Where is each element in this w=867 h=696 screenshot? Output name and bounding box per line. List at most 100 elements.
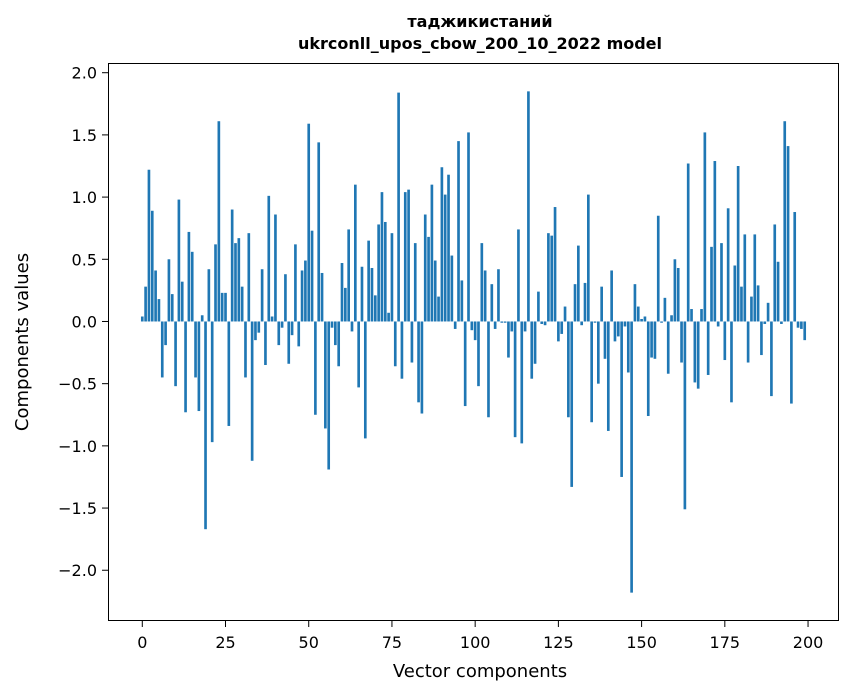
bar [780,321,783,324]
bar [563,306,567,322]
y-tick-label: −1.0 [58,437,97,456]
bar [480,243,484,322]
bar [200,315,204,322]
bar [220,292,224,322]
y-tick-label: 0.0 [72,312,97,331]
bar [190,251,194,322]
bar [184,321,187,413]
bar [630,321,633,593]
x-tick-label: 0 [137,633,147,652]
plot-frame [108,63,839,621]
bar [350,321,354,332]
bar [347,229,350,322]
bar [763,321,767,324]
y-tick-label: 0.5 [72,250,97,269]
x-tick-label: 50 [299,633,319,652]
bar [726,208,730,322]
bar [666,321,670,374]
bar [683,321,687,510]
bar [580,321,584,326]
bar [433,260,437,322]
bar [530,321,534,379]
bar [423,214,427,322]
bar [457,141,460,322]
chart-title-line-1: таджикистаний [407,12,553,31]
bar [463,321,467,407]
bar [593,321,597,323]
bar [450,255,454,322]
bar [274,214,277,322]
bar [800,321,803,329]
y-tick-label: −1.5 [58,499,97,518]
bar [693,321,697,383]
bar [317,142,321,322]
bar [250,321,254,461]
bar [500,321,504,323]
bar [547,233,550,322]
bar [716,321,720,327]
bar [577,245,580,322]
y-axis-label: Components values [12,253,33,431]
x-tick-label: 200 [793,633,824,652]
bar [304,260,307,322]
bar [786,146,790,322]
bar [177,199,181,322]
bar [367,240,370,322]
bar [770,321,773,397]
bar [417,321,420,403]
bar [204,321,207,530]
bar [537,291,540,322]
bar [636,306,640,322]
bar [673,259,677,322]
bar [490,284,494,322]
bar [393,321,397,367]
bar [507,321,510,358]
bar [513,321,517,438]
bar [696,321,700,389]
bar [234,243,237,322]
bar [633,284,637,322]
bar [237,238,241,322]
bar [340,263,344,322]
bar [713,161,717,322]
bar [280,321,284,328]
bar [570,321,574,487]
bar [523,321,527,332]
bar [180,281,184,322]
bar [360,266,364,322]
bar [470,321,474,331]
y-tick-label: 1.5 [72,126,97,145]
bar [157,299,161,322]
bar [410,321,414,363]
bar [210,321,214,443]
bar [363,321,367,439]
bar [453,321,457,329]
bar [733,265,737,322]
bar [760,321,763,356]
bar [390,233,394,322]
bar [706,321,710,375]
bar [264,321,267,366]
bar [720,243,723,322]
bar [413,243,417,322]
bar [483,270,487,322]
bar [790,321,793,404]
bar [284,274,287,322]
bar [407,189,410,322]
x-tick-label: 75 [382,633,402,652]
chart-title-line-2: ukrconll_upos_cbow_200_10_2022 model [297,34,663,53]
bar [803,321,807,341]
bar [307,123,311,322]
bar [503,321,507,323]
bar [327,321,331,470]
bar [154,270,157,322]
bar [420,321,424,414]
bar [643,316,647,322]
bar [613,321,617,342]
bar [254,321,257,341]
bar [277,321,281,346]
bar [267,195,271,322]
bar [334,321,337,346]
bar [610,270,613,322]
